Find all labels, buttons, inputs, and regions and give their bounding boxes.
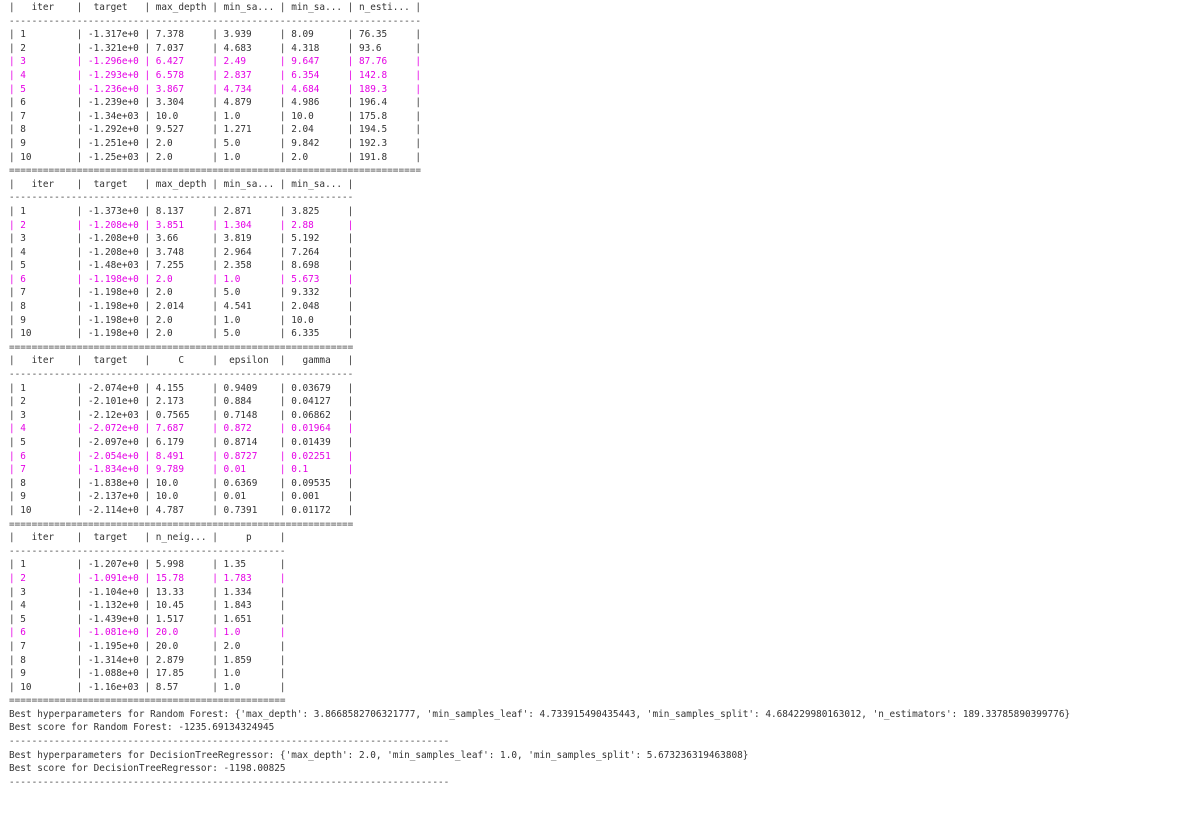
separator-line: ========================================…	[9, 165, 422, 177]
table-row: | 7 | -1.34e+03 | 10.0 | 1.0 | 10.0 | 17…	[9, 110, 422, 122]
table-row: | 3 | -1.208e+0 | 3.66 | 3.819 | 5.192 |	[9, 233, 354, 245]
table-row-improved: | 6 | -2.054e+0 | 8.491 | 0.8727 | 0.022…	[9, 450, 354, 462]
table-row: | 8 | -1.314e+0 | 2.879 | 1.859 |	[9, 654, 286, 666]
table-row: | 10 | -1.16e+03 | 8.57 | 1.0 |	[9, 681, 286, 693]
table-row: | 1 | -2.074e+0 | 4.155 | 0.9409 | 0.036…	[9, 382, 354, 394]
table-header-line: | iter | target | C | epsilon | gamma |	[9, 355, 354, 367]
table-row-improved: | 4 | -1.293e+0 | 6.578 | 2.837 | 6.354 …	[9, 69, 422, 81]
table-row: | 1 | -1.317e+0 | 7.378 | 3.939 | 8.09 |…	[9, 29, 422, 41]
separator-line: ----------------------------------------…	[9, 369, 354, 381]
table-row: | 3 | -2.12e+03 | 0.7565 | 0.7148 | 0.06…	[9, 409, 354, 421]
table-row: | 9 | -1.251e+0 | 2.0 | 5.0 | 9.842 | 19…	[9, 137, 422, 149]
table-row: | 4 | -1.132e+0 | 10.45 | 1.843 |	[9, 600, 286, 612]
separator-line: ========================================…	[9, 695, 286, 707]
table-row: | 9 | -1.198e+0 | 2.0 | 1.0 | 10.0 |	[9, 314, 354, 326]
table-row-improved: | 2 | -1.208e+0 | 3.851 | 1.304 | 2.88 |	[9, 219, 354, 231]
table-row-improved: | 4 | -2.072e+0 | 7.687 | 0.872 | 0.0196…	[9, 423, 354, 435]
table-row-improved: | 2 | -1.091e+0 | 15.78 | 1.783 |	[9, 572, 286, 584]
table-row: | 4 | -1.208e+0 | 3.748 | 2.964 | 7.264 …	[9, 246, 354, 258]
table-row-improved: | 7 | -1.834e+0 | 9.789 | 0.01 | 0.1 |	[9, 464, 354, 476]
separator-line: ----------------------------------------…	[9, 736, 450, 748]
table-row: | 10 | -1.25e+03 | 2.0 | 1.0 | 2.0 | 191…	[9, 151, 422, 163]
separator-line: ----------------------------------------…	[9, 192, 354, 204]
separator-line: ----------------------------------------…	[9, 15, 422, 27]
table-row: | 1 | -1.207e+0 | 5.998 | 1.35 |	[9, 559, 286, 571]
table-row: | 7 | -1.198e+0 | 2.0 | 5.0 | 9.332 |	[9, 287, 354, 299]
table-row: | 10 | -1.198e+0 | 2.0 | 5.0 | 6.335 |	[9, 328, 354, 340]
table-row: | 9 | -2.137e+0 | 10.0 | 0.01 | 0.001 |	[9, 491, 354, 503]
table-row: | 9 | -1.088e+0 | 17.85 | 1.0 |	[9, 668, 286, 680]
output-text-line: Best score for Random Forest: -1235.6913…	[9, 722, 275, 734]
table-row: | 2 | -2.101e+0 | 2.173 | 0.884 | 0.0412…	[9, 396, 354, 408]
output-text-line: Best score for DecisionTreeRegressor: -1…	[9, 763, 286, 775]
table-row: | 7 | -1.195e+0 | 20.0 | 2.0 |	[9, 640, 286, 652]
table-row-improved: | 6 | -1.081e+0 | 20.0 | 1.0 |	[9, 627, 286, 639]
separator-line: ========================================…	[9, 341, 354, 353]
table-row: | 5 | -2.097e+0 | 6.179 | 0.8714 | 0.014…	[9, 437, 354, 448]
table-row: | 8 | -1.198e+0 | 2.014 | 4.541 | 2.048 …	[9, 301, 354, 313]
table-row-improved: | 5 | -1.236e+0 | 3.867 | 4.734 | 4.684 …	[9, 83, 422, 95]
table-row: | 5 | -1.48e+03 | 7.255 | 2.358 | 8.698 …	[9, 260, 354, 272]
table-row: | 2 | -1.321e+0 | 7.037 | 4.683 | 4.318 …	[9, 42, 422, 54]
table-row: | 8 | -1.292e+0 | 9.527 | 1.271 | 2.04 |…	[9, 124, 422, 136]
separator-line: ========================================…	[9, 518, 354, 530]
output-text-line: Best hyperparameters for Random Forest: …	[9, 708, 1071, 720]
separator-line: ----------------------------------------…	[9, 545, 286, 557]
table-row: | 8 | -1.838e+0 | 10.0 | 0.6369 | 0.0953…	[9, 477, 354, 489]
table-row-improved: | 3 | -1.296e+0 | 6.427 | 2.49 | 9.647 |…	[9, 56, 422, 68]
notebook-output: | iter | target | max_depth | min_sa... …	[9, 1, 1070, 789]
table-header-line: | iter | target | max_depth | min_sa... …	[9, 2, 422, 13]
table-header-line: | iter | target | n_neig... | p |	[9, 532, 286, 544]
table-row-improved: | 6 | -1.198e+0 | 2.0 | 1.0 | 5.673 |	[9, 273, 354, 285]
table-row: | 1 | -1.373e+0 | 8.137 | 2.871 | 3.825 …	[9, 205, 354, 217]
table-row: | 3 | -1.104e+0 | 13.33 | 1.334 |	[9, 586, 286, 598]
separator-line: ----------------------------------------…	[9, 776, 450, 788]
table-row: | 10 | -2.114e+0 | 4.787 | 0.7391 | 0.01…	[9, 504, 354, 516]
table-row: | 5 | -1.439e+0 | 1.517 | 1.651 |	[9, 613, 286, 625]
table-row: | 6 | -1.239e+0 | 3.304 | 4.879 | 4.986 …	[9, 97, 422, 109]
output-text-line: Best hyperparameters for DecisionTreeReg…	[9, 749, 749, 761]
table-header-line: | iter | target | max_depth | min_sa... …	[9, 178, 354, 190]
